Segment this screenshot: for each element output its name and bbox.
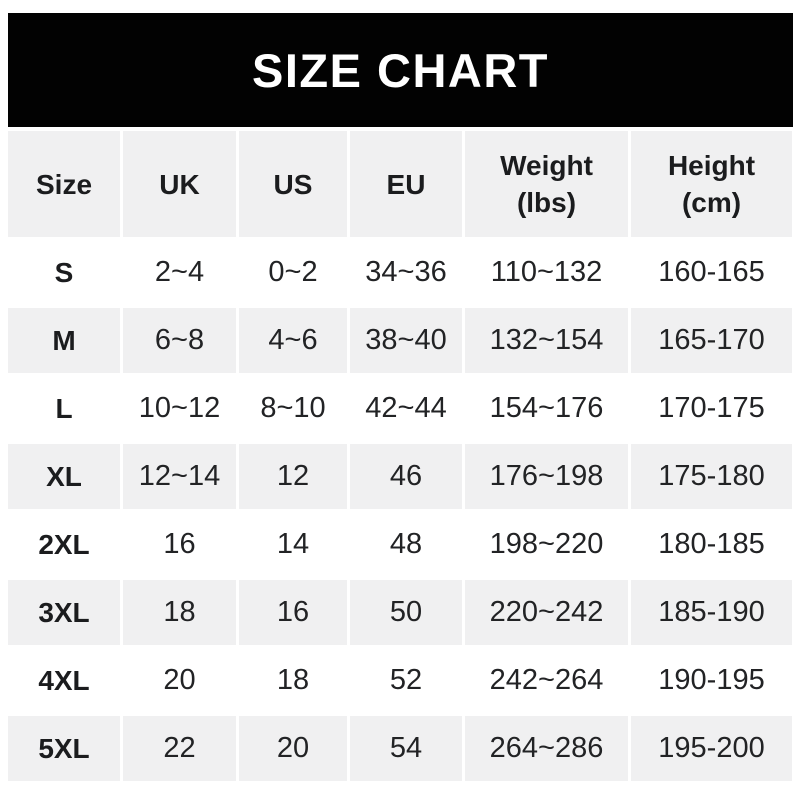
cell-weight: 154~176 [489, 392, 604, 424]
cell-size: 4XL [38, 664, 90, 696]
cell-us: 4~6 [239, 308, 347, 373]
cell-eu: 34~36 [365, 256, 447, 288]
cell-size: M [8, 308, 120, 373]
col-header-height: Height (cm) [631, 131, 792, 237]
table-header: Size UK US EU Weight (lbs) Height (cm) [8, 131, 792, 237]
table-row-l: L 10~12 8~10 42~44 154~176 170-175 [8, 376, 792, 441]
cell-eu: 42~44 [365, 392, 447, 424]
table-row-m: M 6~8 4~6 38~40 132~154 165-170 [8, 308, 792, 373]
cell-size: L [55, 392, 73, 424]
table-row-xl: XL 12~14 12 46 176~198 175-180 [8, 444, 792, 509]
cell-size: 2XL [38, 528, 90, 560]
cell-height: 170-175 [658, 392, 765, 424]
cell-us: 8~10 [260, 392, 326, 424]
cell-weight: 198~220 [489, 528, 604, 560]
cell-uk: 10~12 [138, 392, 221, 424]
cell-height: 165-170 [631, 308, 792, 373]
cell-uk: 6~8 [123, 308, 236, 373]
cell-size: XL [8, 444, 120, 509]
cell-height: 195-200 [631, 716, 792, 781]
cell-us: 18 [276, 664, 310, 696]
cell-weight: 176~198 [465, 444, 628, 509]
cell-height: 180-185 [658, 528, 765, 560]
chart-title: SIZE CHART [252, 43, 549, 97]
cell-size: S [54, 256, 74, 288]
cell-us: 0~2 [268, 256, 318, 288]
cell-uk: 12~14 [123, 444, 236, 509]
cell-weight: 220~242 [465, 580, 628, 645]
cell-weight: 264~286 [465, 716, 628, 781]
cell-us: 16 [239, 580, 347, 645]
cell-eu: 54 [350, 716, 462, 781]
cell-weight: 110~132 [490, 256, 603, 288]
table-row-3xl: 3XL 18 16 50 220~242 185-190 [8, 580, 792, 645]
cell-height: 175-180 [631, 444, 792, 509]
cell-size: 5XL [8, 716, 120, 781]
cell-eu: 48 [389, 528, 423, 560]
cell-us: 14 [276, 528, 310, 560]
size-table: Size UK US EU Weight (lbs) Height (cm) S 2… [5, 128, 795, 784]
cell-eu: 38~40 [350, 308, 462, 373]
title-banner: SIZE CHART [8, 13, 793, 127]
cell-uk: 20 [163, 664, 196, 696]
col-header-weight: Weight (lbs) [465, 131, 628, 237]
cell-us: 20 [239, 716, 347, 781]
cell-size: 3XL [8, 580, 120, 645]
col-header-uk: UK [123, 131, 236, 237]
cell-us: 12 [239, 444, 347, 509]
table-body: S 2~4 0~2 34~36 110~132 160-165 M 6~8 4~… [8, 240, 792, 781]
table-row-2xl: 2XL 16 14 48 198~220 180-185 [8, 512, 792, 577]
cell-uk: 22 [123, 716, 236, 781]
table-row-s: S 2~4 0~2 34~36 110~132 160-165 [8, 240, 792, 305]
cell-eu: 50 [350, 580, 462, 645]
cell-eu: 46 [350, 444, 462, 509]
cell-uk: 2~4 [154, 256, 205, 288]
cell-weight: 132~154 [465, 308, 628, 373]
cell-height: 185-190 [631, 580, 792, 645]
col-header-size: Size [8, 131, 120, 237]
cell-uk: 18 [123, 580, 236, 645]
cell-uk: 16 [163, 528, 196, 560]
table-row-5xl: 5XL 22 20 54 264~286 195-200 [8, 716, 792, 781]
table-row-4xl: 4XL 20 18 52 242~264 190-195 [8, 648, 792, 713]
header-row: Size UK US EU Weight (lbs) Height (cm) [8, 131, 792, 237]
cell-eu: 52 [389, 664, 423, 696]
col-header-us: US [239, 131, 347, 237]
col-header-eu: EU [350, 131, 462, 237]
cell-height: 190-195 [658, 664, 765, 696]
cell-height: 160-165 [658, 256, 765, 288]
cell-weight: 242~264 [489, 664, 604, 696]
